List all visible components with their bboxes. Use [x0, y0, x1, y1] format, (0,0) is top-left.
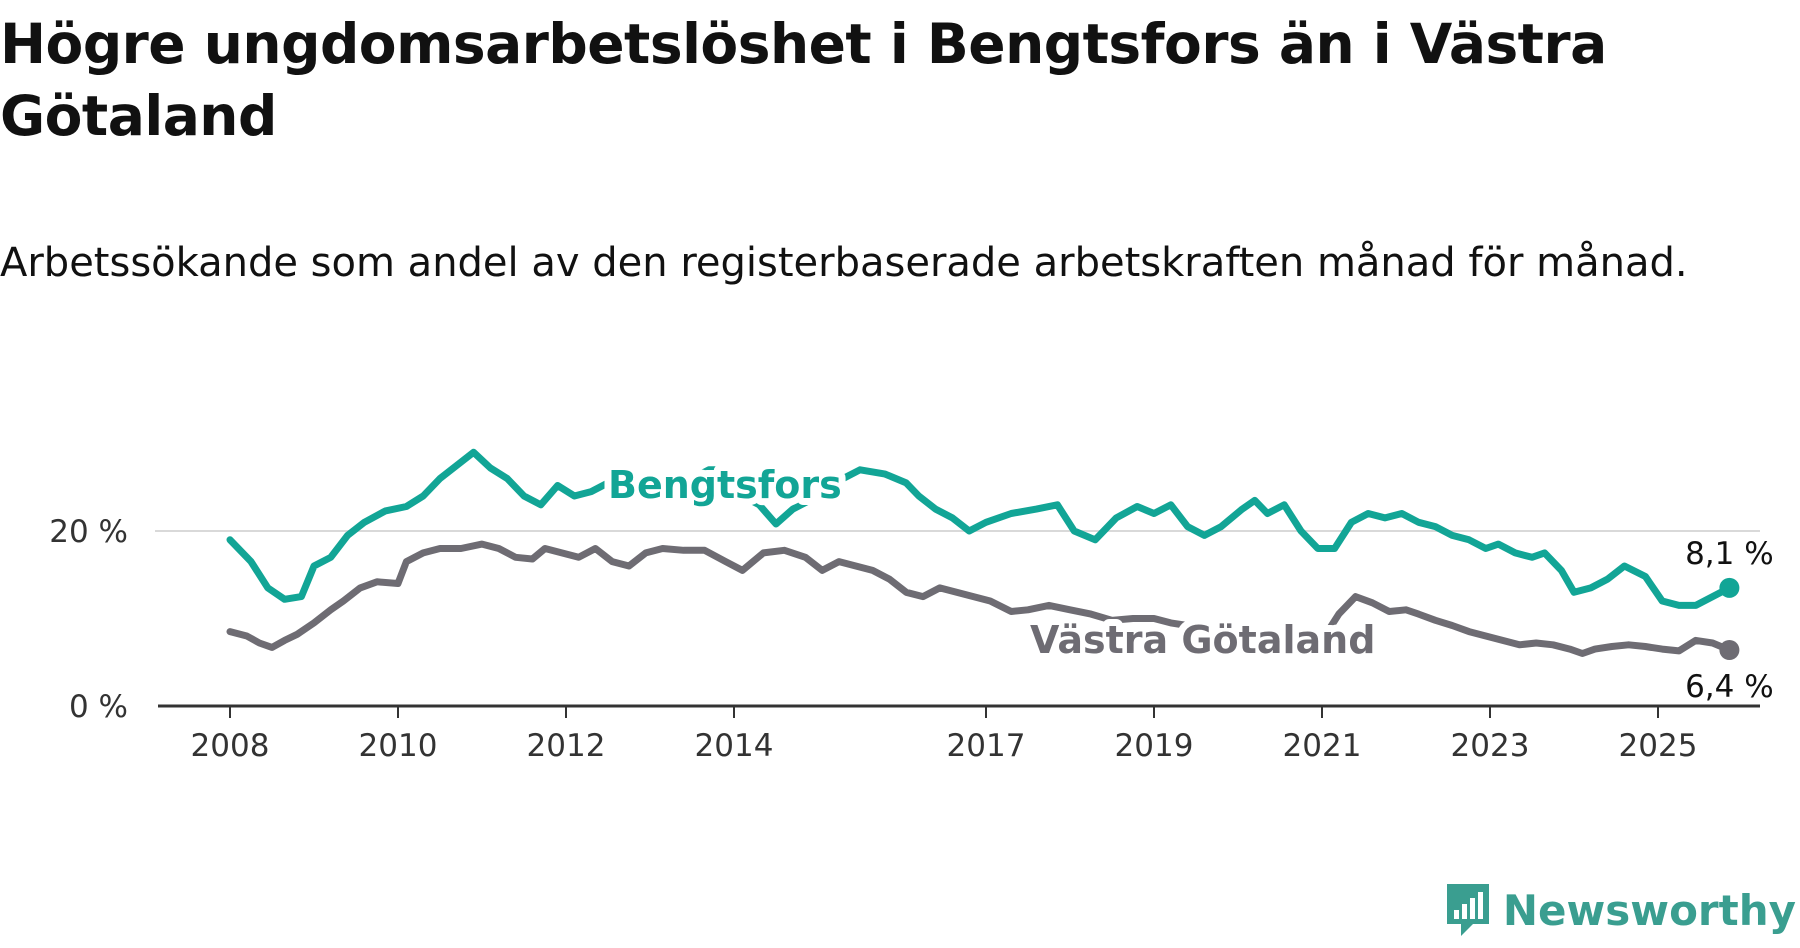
series-label-bengtsfors: Bengtsfors	[608, 463, 842, 507]
chart-subtitle: Arbetssökande som andel av den registerb…	[0, 240, 1688, 286]
newsworthy-logo-icon	[1446, 884, 1489, 936]
series-line-bengtsfors	[226, 448, 1733, 609]
x-tick-label: 2017	[947, 728, 1026, 764]
end-point-dot	[1719, 640, 1740, 660]
x-tick-label: 2010	[359, 728, 438, 764]
series-line-vastra-gotaland	[226, 540, 1733, 657]
x-tick-label: 2008	[191, 728, 270, 764]
x-tick-label: 2025	[1619, 728, 1698, 764]
x-tick-label: 2019	[1115, 728, 1194, 764]
y-tick-label: 0 %	[69, 689, 128, 725]
chart-title: Högre ungdomsarbetslöshet i Bengtsfors ä…	[0, 12, 1607, 148]
x-tick-label: 2014	[695, 728, 774, 764]
end-point-dot	[1719, 577, 1740, 598]
newsworthy-logo: Newsworthy	[1443, 880, 1796, 940]
brand-name: Newsworthy	[1502, 885, 1796, 935]
series-label-vastra-gotaland: Västra Götaland	[1030, 618, 1375, 662]
y-tick-label: 20 %	[49, 514, 128, 550]
x-tick-label: 2023	[1451, 728, 1530, 764]
end-label-vastra-gotaland: 6,4 %	[1685, 669, 1774, 705]
series-lines	[226, 448, 1733, 657]
x-axis: 0 % 20 % 2008 2010 2012 2014 2017 2019 2021 2023 2…	[49, 514, 1760, 764]
x-tick-label: 2012	[527, 728, 606, 764]
x-tick-label: 2021	[1283, 728, 1362, 764]
end-label-bengtsfors: 8,1 %	[1685, 536, 1774, 572]
series-label-vastra-gotaland-halo: Västra Götaland	[1030, 618, 1375, 662]
series-label-bengtsfors-halo: Bengtsfors	[608, 463, 842, 507]
